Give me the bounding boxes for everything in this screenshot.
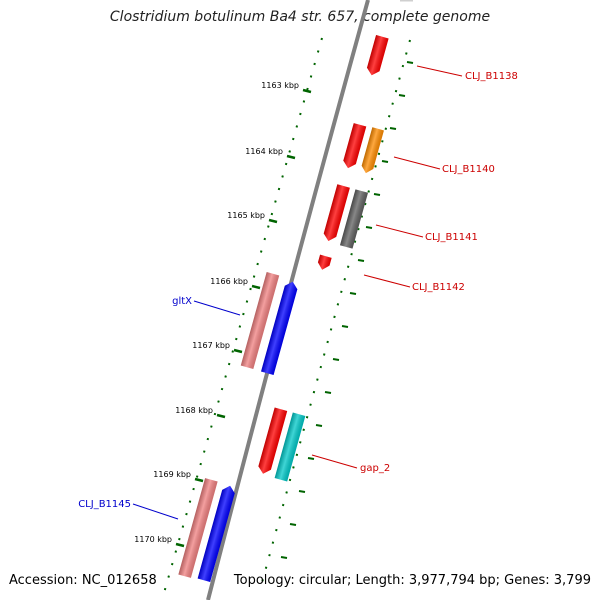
leader-line-3	[375, 224, 424, 238]
inner-tick-13	[298, 490, 306, 493]
gene-label-clj-b1138[interactable]: CLJ_B1138	[465, 71, 518, 82]
gene-gap-2[interactable]	[274, 412, 306, 482]
tick-mark-0	[302, 88, 312, 94]
inner-tick-8	[341, 325, 349, 328]
gene-clj-b1141b[interactable]	[322, 184, 350, 242]
tick-label-6: 1169 kbp	[153, 470, 191, 479]
gene-gltx[interactable]	[240, 272, 280, 369]
inner-tick-11	[315, 424, 323, 427]
tick-label-1: 1164 kbp	[245, 147, 283, 156]
tick-mark-3	[251, 284, 261, 290]
inner-tick-5	[365, 226, 373, 229]
leader-line-10	[132, 503, 179, 520]
tick-mark-7	[175, 542, 185, 548]
gene-label-gap-2[interactable]: gap_2	[360, 463, 390, 474]
tick-label-5: 1168 kbp	[175, 406, 213, 415]
gene-label-clj-b1140[interactable]: CLJ_B1140	[442, 164, 495, 175]
gene-label-gltx[interactable]: gltX	[172, 296, 192, 307]
inner-tick-14	[289, 523, 297, 526]
leader-line-0	[416, 65, 463, 77]
inner-tick-12	[307, 457, 315, 460]
gene-clj-b1142[interactable]	[316, 254, 332, 272]
tick-mark-5	[216, 413, 226, 419]
inner-tick-6	[357, 259, 365, 262]
outer-dotted-track	[161, 37, 323, 600]
inner-tick-3	[381, 160, 389, 163]
gene-label-clj-b1145[interactable]: CLJ_B1145	[78, 499, 131, 510]
gene-clj-b1139[interactable]	[342, 123, 367, 170]
leader-line-9	[311, 454, 358, 469]
gene-label-clj-b1142[interactable]: CLJ_B1142	[412, 282, 465, 293]
tick-mark-1	[286, 154, 296, 160]
tick-mark-2	[268, 218, 278, 224]
tick-label-0: 1163 kbp	[261, 81, 299, 90]
inner-tick-4	[373, 193, 381, 196]
leader-line-6	[193, 300, 241, 316]
gene-clj-b1138[interactable]	[365, 34, 389, 77]
inner-tick-0	[406, 61, 414, 64]
topology-text: Topology: circular; Length: 3,977,794 bp…	[233, 573, 591, 588]
inner-tick-2	[389, 127, 397, 130]
leader-line-5	[363, 274, 411, 288]
tick-mark-4	[233, 348, 243, 354]
inner-tick-15	[280, 556, 288, 559]
gene-clj-b1141[interactable]	[339, 189, 369, 249]
tick-label-4: 1167 kbp	[192, 341, 230, 350]
genome-title: Clostridium botulinum Ba4 str. 657, comp…	[109, 9, 491, 25]
gene-clj-b1145-b[interactable]	[197, 484, 237, 582]
gene-clj-b1140[interactable]	[360, 127, 384, 175]
gene-gap-2-a[interactable]	[257, 407, 288, 475]
tick-label-7: 1170 kbp	[134, 535, 172, 544]
inner-tick-1	[398, 94, 406, 97]
inner-tick-7	[349, 292, 357, 295]
gene-label-clj-b1141[interactable]: CLJ_B1141	[425, 232, 478, 243]
inner-tick-10	[324, 391, 332, 394]
tick-label-3: 1166 kbp	[210, 277, 248, 286]
tick-mark-6	[194, 477, 204, 483]
inner-tick-9	[332, 358, 340, 361]
gene-gltx-b[interactable]	[261, 280, 299, 376]
gene-clj-b1145[interactable]	[178, 478, 218, 578]
accession-text: Accession: NC_012658	[9, 573, 157, 588]
tick-label-2: 1165 kbp	[227, 211, 265, 220]
leader-line-2	[393, 156, 441, 170]
